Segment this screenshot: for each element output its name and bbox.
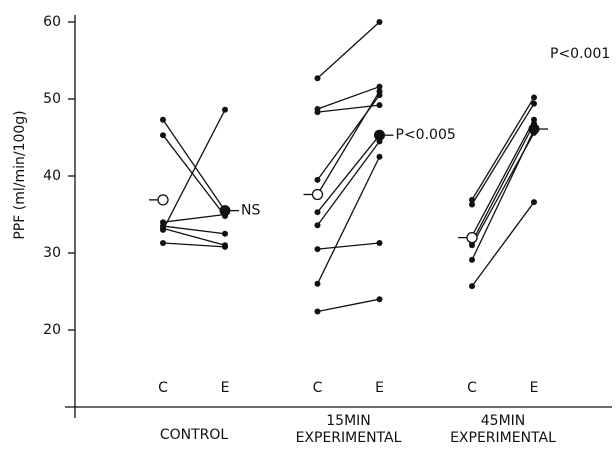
- group-label: EXPERIMENTAL: [450, 430, 556, 446]
- y-tick-label: 60: [43, 14, 61, 30]
- group-label: CONTROL: [160, 427, 229, 443]
- data-point: [376, 239, 383, 246]
- pair-line: [471, 129, 535, 261]
- data-point: [222, 230, 228, 237]
- pair-line: [162, 225, 226, 235]
- data-point: [160, 116, 166, 123]
- mean-point: [219, 205, 231, 217]
- pair-line: [162, 134, 226, 217]
- pair-line: [316, 156, 381, 285]
- pair-line: [317, 86, 380, 110]
- x-category-label: E: [530, 380, 539, 396]
- y-tick-label: 30: [43, 245, 61, 261]
- data-point: [314, 246, 321, 253]
- pair-line: [162, 213, 226, 223]
- data-point: [376, 19, 383, 25]
- x-category-label: C: [467, 380, 477, 396]
- x-category-label: C: [158, 380, 168, 396]
- y-tick-label: 50: [43, 91, 61, 107]
- data-point: [469, 256, 475, 263]
- data-point: [531, 94, 537, 101]
- data-point: [469, 242, 475, 249]
- y-axis-label: PPF (ml/min/100g): [12, 110, 28, 239]
- pair-line: [162, 119, 226, 212]
- mean-point: [528, 123, 540, 135]
- mean-point: [157, 194, 169, 206]
- data-point: [376, 88, 383, 95]
- pair-line: [317, 104, 380, 113]
- pair-line: [317, 298, 380, 313]
- data-point: [222, 106, 228, 113]
- pair-line: [471, 119, 535, 237]
- data-point: [469, 283, 475, 290]
- pair-line: [317, 21, 380, 79]
- data-point: [314, 222, 321, 229]
- data-point: [469, 201, 475, 208]
- pair-line: [316, 140, 381, 226]
- data-point: [314, 280, 321, 287]
- data-point: [376, 102, 383, 109]
- x-category-label: E: [221, 380, 230, 396]
- data-point: [376, 296, 383, 303]
- pair-line: [317, 242, 380, 250]
- annotation: P<0.005: [396, 127, 456, 143]
- data-point: [314, 75, 321, 82]
- x-category-label: E: [375, 380, 384, 396]
- pair-line: [162, 242, 226, 248]
- mean-point: [466, 231, 478, 244]
- annotation: P<0.001: [550, 46, 610, 62]
- group-label: 45MIN: [481, 413, 526, 429]
- data-point: [314, 109, 321, 116]
- data-point: [222, 243, 228, 250]
- pair-line: [471, 123, 535, 243]
- y-tick-label: 20: [43, 322, 61, 338]
- group-label: EXPERIMENTAL: [296, 430, 402, 446]
- group-label: 15MIN: [326, 413, 371, 429]
- data-point: [531, 100, 537, 107]
- x-category-label: C: [313, 380, 323, 396]
- pair-line: [471, 201, 535, 287]
- data-point: [160, 226, 166, 233]
- data-point: [376, 83, 383, 90]
- pair-line: [162, 227, 226, 246]
- data-point: [376, 153, 383, 160]
- data-point: [314, 209, 321, 216]
- mean-point: [374, 129, 385, 141]
- data-point: [531, 199, 537, 206]
- annotation: NS: [241, 203, 260, 219]
- data-point: [314, 176, 321, 183]
- y-tick-label: 40: [43, 168, 61, 184]
- mean-point: [311, 188, 324, 201]
- data-point: [160, 239, 166, 246]
- pair-line: [162, 109, 226, 231]
- pair-line: [471, 103, 535, 205]
- pair-line: [316, 90, 381, 195]
- pair-line: [471, 97, 535, 201]
- pair-line: [316, 134, 381, 213]
- data-point: [160, 132, 166, 139]
- data-point: [314, 308, 321, 315]
